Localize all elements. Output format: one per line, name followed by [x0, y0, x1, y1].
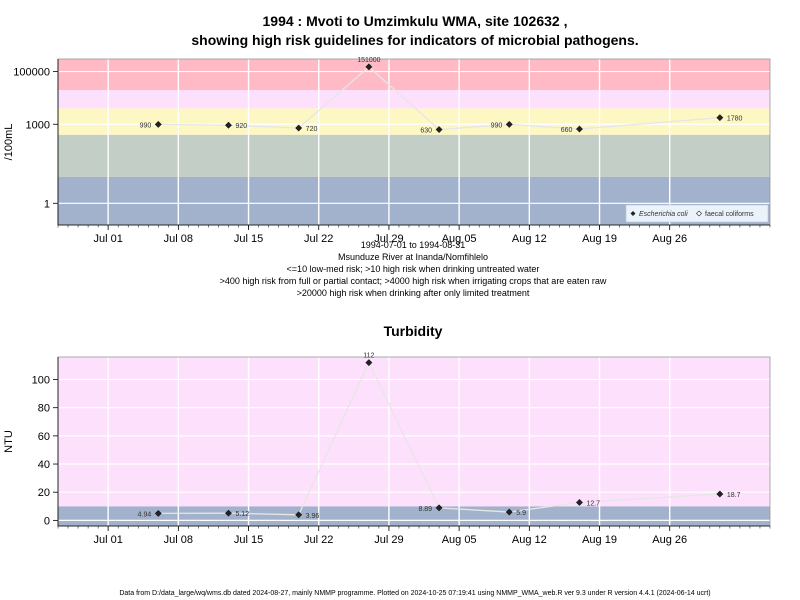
- data-point: [435, 504, 443, 512]
- y-tick-label: 0: [44, 515, 50, 527]
- data-label: 112: [363, 353, 374, 360]
- legend-label: faecal coliforms: [705, 211, 754, 218]
- data-point: [365, 63, 373, 71]
- x-tick-label: Aug 12: [512, 233, 547, 245]
- data-point: [224, 509, 232, 517]
- data-point: [716, 490, 724, 498]
- data-label: 151000: [357, 57, 380, 64]
- risk-band: [58, 89, 770, 109]
- x-tick-label: Aug 19: [582, 534, 617, 546]
- data-point: [575, 125, 583, 133]
- data-label: 12.7: [586, 500, 600, 507]
- x-tick-label: Jul 15: [234, 233, 263, 245]
- data-label: 920: [235, 123, 247, 130]
- chart-title-line1: 1994 : Mvoti to Umzimkulu WMA, site 1026…: [263, 13, 568, 29]
- x-tick-label: Jul 29: [374, 233, 403, 245]
- data-label: 720: [306, 126, 318, 133]
- x-tick-label: Jul 22: [304, 534, 333, 546]
- y-tick-label: 100: [32, 375, 50, 387]
- y-tick-label: 20: [38, 487, 50, 499]
- x-tick-label: Aug 12: [512, 534, 547, 546]
- x-tick-label: Jul 01: [93, 233, 122, 245]
- data-point: [365, 359, 373, 367]
- y-tick-label: 1: [44, 198, 50, 210]
- legend-marker-hollow: [696, 210, 702, 217]
- x-tick-label: Jul 08: [164, 233, 193, 245]
- data-label: 5.9: [516, 510, 526, 517]
- data-label: 990: [491, 122, 503, 129]
- x-tick-label: Jul 01: [93, 534, 122, 546]
- data-label: 4.94: [138, 511, 152, 518]
- data-label: 630: [420, 128, 432, 135]
- data-point: [295, 511, 303, 519]
- date-range-label: 1994-07-01 to 1994-08-31: [361, 240, 466, 250]
- y-tick-label: 80: [38, 403, 50, 415]
- chart-title-line2: showing high risk guidelines for indicat…: [191, 32, 638, 48]
- data-label: 660: [561, 127, 573, 134]
- risk-band: [58, 506, 770, 526]
- data-point: [505, 508, 513, 516]
- data-point: [435, 126, 443, 134]
- data-label: 1780: [727, 116, 743, 123]
- note-line-3: >20000 high risk when drinking after onl…: [297, 288, 530, 298]
- data-label: 990: [140, 122, 152, 129]
- x-tick-label: Aug 26: [652, 233, 687, 245]
- x-tick-label: Aug 26: [652, 534, 687, 546]
- data-point: [575, 498, 583, 506]
- legend-label: Escherichia coli: [639, 211, 688, 218]
- y-axis-title: /100mL: [3, 124, 15, 161]
- turbidity-title: Turbidity: [384, 323, 443, 339]
- risk-band: [58, 357, 770, 507]
- x-tick-label: Jul 15: [234, 534, 263, 546]
- footer-note: Data from D:/data_large/wq/wms.db dated …: [119, 590, 710, 597]
- y-tick-label: 60: [38, 431, 50, 443]
- data-label: 18.7: [727, 492, 741, 499]
- data-label: 8.89: [418, 506, 432, 513]
- x-tick-label: Jul 22: [304, 233, 333, 245]
- x-tick-label: Jul 08: [164, 534, 193, 546]
- data-point: [154, 120, 162, 128]
- data-point: [505, 120, 513, 128]
- legend-marker-filled: [630, 211, 636, 216]
- y-tick-label: 40: [38, 459, 50, 471]
- x-tick-label: Aug 19: [582, 233, 617, 245]
- site-name-label: Msunduze River at Inanda/Nomfihlelo: [338, 252, 488, 262]
- series-line: [158, 65, 720, 131]
- x-tick-label: Aug 05: [442, 534, 477, 546]
- data-point: [154, 509, 162, 517]
- y-axis-title: NTU: [3, 430, 15, 453]
- data-label: 3.96: [306, 513, 320, 520]
- ecoli-panel: Jul 01 Jul 08 Jul 15 Jul 22 Jul 29 Aug 05 Aug …: [3, 57, 771, 245]
- risk-band: [58, 59, 770, 90]
- y-tick-label: 1000: [26, 119, 50, 131]
- series-line: [158, 361, 720, 516]
- data-point: [716, 114, 724, 122]
- note-line-2: >400 high risk from full or partial cont…: [220, 276, 607, 286]
- turbidity-panel: Jul 01 Jul 08 Jul 15 Jul 22 Jul 29 Aug 05 Aug …: [3, 353, 771, 546]
- risk-band: [58, 108, 770, 135]
- risk-band: [58, 134, 770, 177]
- data-label: 5.12: [235, 511, 249, 518]
- x-tick-label: Jul 29: [374, 534, 403, 546]
- x-tick-label: Aug 05: [442, 233, 477, 245]
- data-point: [295, 124, 303, 132]
- data-point: [224, 121, 232, 129]
- y-tick-label: 100000: [13, 67, 50, 79]
- note-line-1: <=10 low-med risk; >10 high risk when dr…: [287, 264, 540, 274]
